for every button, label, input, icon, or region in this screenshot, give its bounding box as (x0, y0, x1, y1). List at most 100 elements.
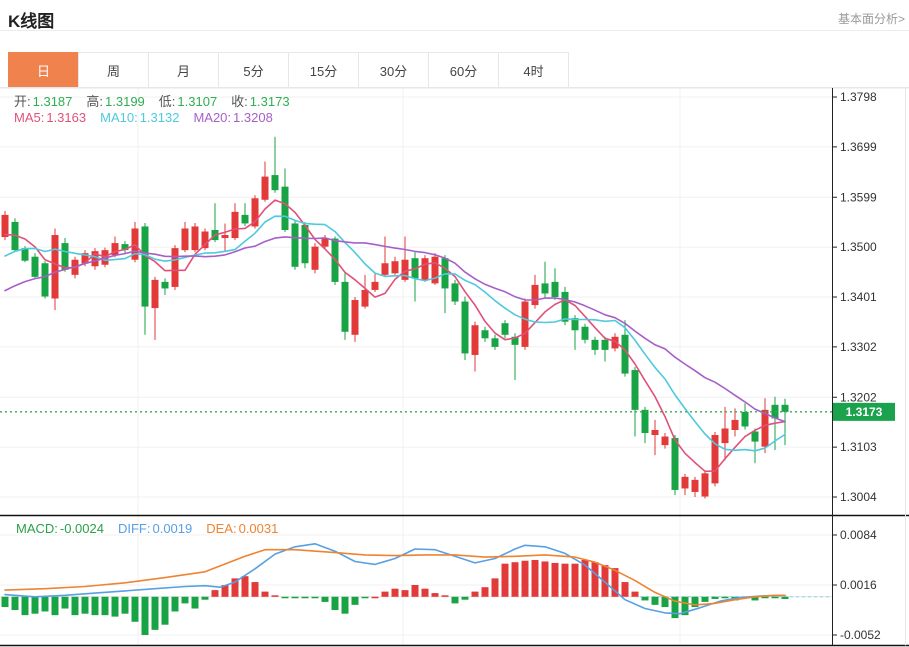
candle-body (391, 261, 399, 274)
tab-interval-0[interactable]: 日 (8, 52, 79, 88)
legend-item: 收: 1.3173 (231, 94, 290, 109)
fundamental-analysis-link[interactable]: 基本面分析> (837, 12, 905, 26)
macd-hist-bar (491, 578, 499, 597)
macd-hist-bar (361, 596, 369, 599)
macd-hist-bar (601, 565, 609, 597)
macd-hist-bar (611, 568, 619, 597)
candle-body (681, 476, 689, 489)
macd-hist-bar (591, 562, 599, 597)
candle-body (461, 301, 469, 354)
legend-item: 低: 1.3107 (158, 94, 218, 109)
macd-hist-bar (91, 596, 99, 616)
macd-hist-bar (11, 596, 19, 610)
macd-hist-bar (681, 596, 689, 616)
tab-interval-5[interactable]: 30分 (358, 52, 429, 88)
macd-hist-bar (771, 596, 779, 599)
macd-hist-bar (151, 596, 159, 630)
macd-axis-label: 0.0084 (840, 528, 877, 542)
macd-hist-bar (631, 591, 639, 597)
macd-hist-bar (1, 596, 9, 608)
candle-body (761, 409, 769, 447)
candle-body (521, 301, 529, 347)
macd-hist-bar (101, 596, 109, 616)
candle-body (311, 246, 319, 270)
candle-body (191, 226, 199, 251)
macd-hist-bar (571, 563, 579, 597)
candle-body (351, 300, 359, 335)
tab-interval-2[interactable]: 月 (148, 52, 219, 88)
macd-hist-bar (421, 588, 429, 597)
macd-hist-bar (311, 596, 319, 599)
candle-body (171, 248, 179, 287)
macd-hist-bar (161, 596, 169, 625)
macd-hist-bar (31, 596, 39, 614)
macd-hist-bar (201, 596, 209, 600)
macd-hist-bar (71, 596, 79, 616)
macd-hist-bar (501, 563, 509, 597)
macd-hist-bar (231, 578, 239, 597)
candle-body (721, 428, 729, 444)
candle-body (201, 231, 209, 249)
current-price-badge-text: 1.3173 (846, 405, 883, 419)
candle-body (611, 336, 619, 349)
macd-hist-bar (51, 596, 59, 616)
candle-body (91, 251, 99, 267)
macd-hist-bar (281, 596, 289, 599)
macd-hist-bar (531, 560, 539, 597)
candle-body (1, 214, 9, 238)
macd-hist-bar (621, 582, 629, 597)
candle-body (31, 256, 39, 277)
macd-hist-bar (751, 596, 759, 601)
legend-item: MA5: 1.3163 (14, 110, 87, 125)
macd-hist-bar (481, 587, 489, 597)
candle-body (781, 404, 789, 412)
candle-body (661, 436, 669, 446)
tab-interval-3[interactable]: 5分 (218, 52, 289, 88)
candle-body (251, 198, 259, 227)
current-price-badge (833, 402, 895, 421)
tab-interval-6[interactable]: 60分 (428, 52, 499, 88)
macd-hist-bar (761, 596, 769, 599)
candle-body (551, 281, 559, 297)
macd-hist-bar (401, 590, 409, 597)
price-axis-label: 1.3202 (840, 390, 877, 404)
page-title: K线图 (8, 12, 55, 31)
macd-hist-bar (561, 563, 569, 597)
macd-hist-bar (701, 596, 709, 602)
ma-legend: MA5: 1.3163 MA10: 1.3132 MA20: 1.3208 (14, 110, 287, 125)
tab-interval-4[interactable]: 15分 (288, 52, 359, 88)
candle-body (601, 339, 609, 350)
tab-interval-1[interactable]: 周 (78, 52, 149, 88)
macd-hist-bar (171, 596, 179, 612)
candle-body (261, 176, 269, 200)
macd-hist-bar (131, 596, 139, 622)
candle-body (21, 248, 29, 261)
candle-body (701, 473, 709, 497)
price-axis-label: 1.3004 (840, 490, 877, 504)
legend-item: MA10: 1.3132 (100, 110, 180, 125)
candle-body (231, 211, 239, 239)
candle-body (581, 326, 589, 340)
candle-body (81, 253, 89, 264)
price-axis-label: 1.3599 (840, 190, 877, 204)
candle-body (511, 336, 519, 345)
macd-hist-bar (221, 585, 229, 597)
candle-body (271, 175, 279, 191)
candle-body (651, 429, 659, 436)
legend-item: MACD: -0.0024 (16, 521, 104, 536)
candle-body (561, 291, 569, 322)
candle-body (361, 289, 369, 307)
candle-body (141, 226, 149, 307)
macd-hist-bar (451, 596, 459, 604)
macd-hist-bar (141, 596, 149, 635)
macd-hist-bar (391, 588, 399, 597)
candle-body (711, 435, 719, 484)
macd-hist-bar (411, 585, 419, 597)
candle-body (491, 338, 499, 347)
macd-hist-bar (81, 596, 89, 614)
macd-hist-bar (431, 593, 439, 597)
candle-body (741, 411, 749, 427)
tab-interval-7[interactable]: 4时 (498, 52, 569, 88)
ma10-line (4, 215, 786, 452)
